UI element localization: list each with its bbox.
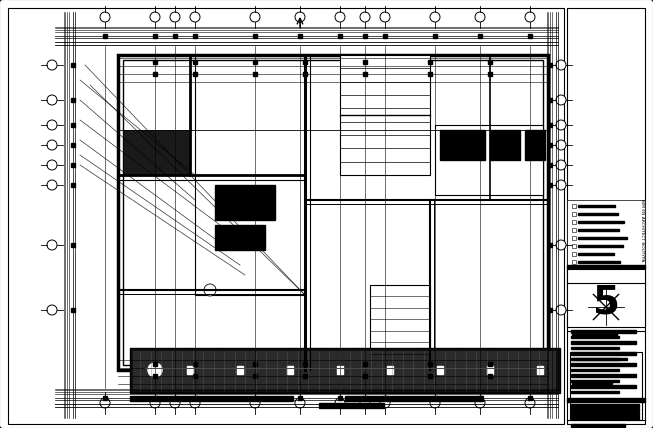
Circle shape	[148, 363, 162, 377]
Bar	[572, 334, 617, 337]
Bar	[571, 336, 619, 338]
Bar	[572, 204, 576, 208]
Bar	[133, 351, 557, 390]
Bar	[571, 404, 639, 407]
Circle shape	[556, 305, 566, 315]
Circle shape	[475, 398, 485, 408]
Bar	[528, 396, 532, 400]
Circle shape	[430, 398, 440, 408]
Circle shape	[190, 12, 200, 22]
Bar	[253, 374, 257, 378]
Bar	[578, 261, 627, 263]
Bar	[548, 183, 552, 187]
Circle shape	[100, 398, 110, 408]
Bar	[578, 220, 620, 223]
Bar	[548, 163, 552, 167]
Bar	[572, 405, 627, 407]
Bar	[383, 34, 387, 38]
Bar	[153, 374, 157, 378]
Bar	[298, 34, 302, 38]
Bar	[571, 341, 636, 344]
Bar	[572, 228, 576, 232]
Bar	[103, 396, 107, 400]
Bar	[428, 72, 432, 76]
Bar	[571, 330, 636, 333]
Bar	[572, 236, 576, 240]
Bar	[340, 55, 430, 175]
Bar	[187, 366, 193, 374]
Bar	[71, 63, 75, 67]
Bar	[571, 412, 639, 414]
Circle shape	[525, 398, 535, 408]
Bar	[303, 60, 307, 64]
Bar	[130, 348, 560, 393]
Circle shape	[556, 60, 566, 70]
Bar	[537, 366, 543, 374]
Circle shape	[430, 12, 440, 22]
Bar	[195, 175, 305, 295]
Circle shape	[100, 12, 110, 22]
Circle shape	[556, 180, 566, 190]
Bar	[153, 396, 157, 400]
Bar	[71, 163, 75, 167]
Circle shape	[47, 180, 57, 190]
Circle shape	[204, 284, 216, 296]
Bar	[319, 403, 384, 408]
Bar	[173, 396, 177, 400]
Bar	[71, 243, 75, 247]
Circle shape	[150, 398, 160, 408]
Bar	[298, 396, 302, 400]
Text: BIM EN ARCHITECT BOUTYPA: BIM EN ARCHITECT BOUTYPA	[640, 199, 644, 261]
Circle shape	[47, 60, 57, 70]
Bar	[153, 362, 157, 366]
Bar	[548, 143, 552, 147]
Bar	[433, 34, 437, 38]
Bar	[193, 34, 197, 38]
Bar	[71, 143, 75, 147]
Bar	[528, 34, 532, 38]
Bar	[428, 60, 432, 64]
Bar	[488, 362, 492, 366]
Bar	[578, 244, 626, 247]
Circle shape	[250, 398, 260, 408]
Bar	[173, 34, 177, 38]
Bar	[478, 396, 482, 400]
Bar	[435, 125, 543, 195]
Bar	[571, 369, 619, 371]
Bar	[572, 260, 576, 264]
Bar	[488, 374, 492, 378]
Circle shape	[360, 12, 370, 22]
Bar	[103, 34, 107, 38]
Bar	[571, 416, 639, 419]
Bar	[572, 358, 627, 360]
Bar	[253, 60, 257, 64]
Bar	[71, 123, 75, 127]
Bar	[478, 34, 482, 38]
Bar	[370, 285, 430, 365]
Circle shape	[47, 120, 57, 130]
Circle shape	[335, 12, 345, 22]
Bar	[118, 55, 548, 370]
Bar	[338, 396, 342, 400]
Bar	[153, 60, 157, 64]
Bar	[363, 72, 367, 76]
Circle shape	[556, 140, 566, 150]
Bar	[571, 374, 636, 377]
Bar	[71, 98, 75, 102]
Bar	[578, 212, 622, 215]
Bar	[571, 347, 619, 349]
Bar	[428, 362, 432, 366]
Circle shape	[295, 12, 305, 22]
Circle shape	[335, 398, 345, 408]
Bar	[571, 385, 636, 387]
Bar	[548, 243, 552, 247]
Bar	[253, 396, 257, 400]
Bar	[571, 380, 619, 382]
Bar	[488, 72, 492, 76]
Bar	[548, 308, 552, 312]
Bar	[253, 34, 257, 38]
Circle shape	[556, 240, 566, 250]
Bar	[572, 220, 576, 224]
Bar	[487, 366, 493, 374]
